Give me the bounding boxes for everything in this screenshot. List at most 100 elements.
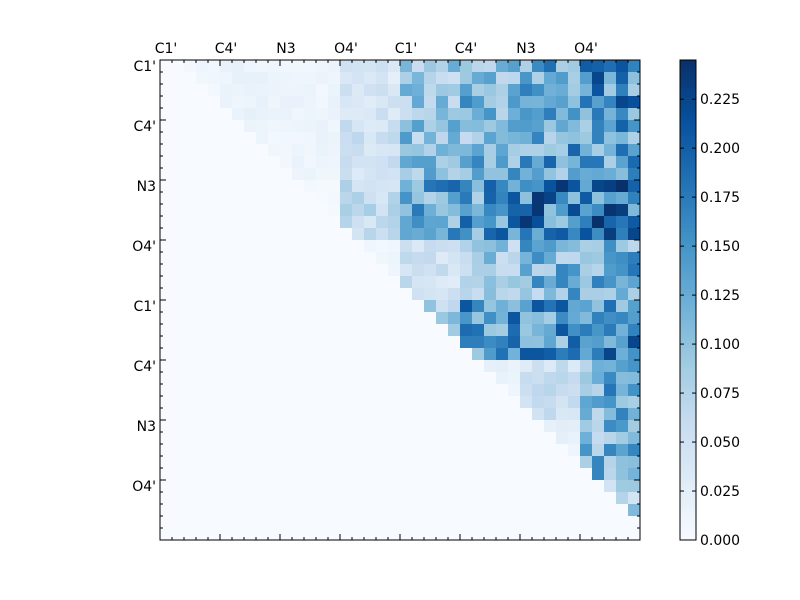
heatmap-cell: [172, 168, 185, 181]
colorbar-segment: [680, 328, 696, 333]
heatmap-cell: [424, 444, 437, 457]
heatmap-cell: [556, 444, 569, 457]
heatmap-cell: [352, 72, 365, 85]
heatmap-cell: [532, 252, 545, 265]
heatmap-cell: [556, 228, 569, 241]
heatmap-cell: [316, 180, 329, 193]
heatmap-cell: [484, 156, 497, 169]
heatmap-cell: [208, 480, 221, 493]
heatmap-cell: [184, 420, 197, 433]
colorbar-segment: [680, 272, 696, 277]
heatmap-cell: [196, 372, 209, 385]
heatmap-cell: [412, 348, 425, 361]
heatmap-cell: [292, 480, 305, 493]
heatmap-cell: [604, 84, 617, 97]
heatmap-cell: [496, 204, 509, 217]
heatmap-cell: [376, 456, 389, 469]
colorbar-tick-labels: 0.0000.0250.0500.0750.1000.1250.1500.175…: [680, 92, 740, 549]
heatmap-cell: [580, 312, 593, 325]
colorbar-segment: [680, 232, 696, 237]
heatmap-cell: [556, 252, 569, 265]
heatmap-cell: [628, 360, 641, 373]
heatmap-cell: [400, 360, 413, 373]
heatmap-cell: [388, 432, 401, 445]
heatmap-cell: [628, 528, 641, 541]
heatmap-cell: [220, 228, 233, 241]
heatmap-cell: [364, 324, 377, 337]
heatmap-cell: [256, 216, 269, 229]
heatmap-cell: [244, 420, 257, 433]
heatmap-cell: [304, 204, 317, 217]
heatmap-cell: [316, 156, 329, 169]
heatmap-cell: [472, 492, 485, 505]
heatmap-cell: [352, 312, 365, 325]
heatmap-cell: [460, 360, 473, 373]
heatmap-cell: [448, 324, 461, 337]
heatmap-cell: [448, 216, 461, 229]
heatmap-cell: [460, 84, 473, 97]
heatmap-cell: [268, 132, 281, 145]
heatmap-cell: [460, 132, 473, 145]
heatmap-cell: [376, 492, 389, 505]
heatmap-cell: [604, 348, 617, 361]
colorbar-segment: [680, 104, 696, 109]
heatmap-cell: [388, 156, 401, 169]
heatmap-cell: [520, 360, 533, 373]
y-tick-label: C1': [133, 299, 156, 315]
heatmap-cell: [496, 528, 509, 541]
heatmap-cell: [292, 120, 305, 133]
heatmap-cell: [436, 468, 449, 481]
heatmap-cell: [376, 348, 389, 361]
heatmap-cell: [424, 156, 437, 169]
heatmap-cell: [340, 348, 353, 361]
heatmap-cell: [340, 288, 353, 301]
heatmap-cell: [520, 108, 533, 121]
heatmap-cell: [316, 60, 329, 73]
heatmap-cell: [592, 96, 605, 109]
heatmap-cell: [448, 276, 461, 289]
heatmap-cell: [304, 216, 317, 229]
heatmap-cell: [244, 480, 257, 493]
colorbar-segment: [680, 424, 696, 429]
heatmap-cell: [280, 408, 293, 421]
heatmap-cell: [196, 84, 209, 97]
heatmap-cell: [592, 168, 605, 181]
heatmap-cell: [268, 468, 281, 481]
heatmap-cell: [496, 60, 509, 73]
heatmap-cell: [568, 96, 581, 109]
heatmap-cell: [448, 288, 461, 301]
heatmap-cell: [472, 144, 485, 157]
heatmap-cell: [568, 180, 581, 193]
heatmap-cell: [244, 120, 257, 133]
heatmap-cell: [436, 204, 449, 217]
heatmap-cell: [364, 492, 377, 505]
heatmap-cell: [196, 480, 209, 493]
heatmap-cell: [412, 276, 425, 289]
heatmap-cell: [268, 84, 281, 97]
heatmap-cell: [364, 420, 377, 433]
heatmap-cell: [352, 108, 365, 121]
heatmap-cell: [196, 228, 209, 241]
heatmap-cell: [484, 516, 497, 529]
colorbar-segment: [680, 520, 696, 525]
heatmap-cell: [400, 240, 413, 253]
heatmap-cell: [412, 240, 425, 253]
heatmap-cell: [412, 216, 425, 229]
heatmap-cell: [412, 384, 425, 397]
heatmap-cell: [580, 276, 593, 289]
heatmap-cell: [352, 216, 365, 229]
heatmap-cell: [352, 408, 365, 421]
heatmap-cell: [508, 252, 521, 265]
heatmap-cell: [280, 144, 293, 157]
heatmap-cell: [376, 168, 389, 181]
heatmap-cell: [268, 108, 281, 121]
heatmap-cell: [316, 360, 329, 373]
heatmap-cell: [256, 408, 269, 421]
heatmap-cell: [340, 192, 353, 205]
heatmap-cell: [208, 396, 221, 409]
heatmap-cell: [340, 480, 353, 493]
colorbar-segment: [680, 316, 696, 321]
heatmap-cell: [280, 432, 293, 445]
heatmap-cell: [496, 372, 509, 385]
x-tick-label: C4': [215, 41, 238, 57]
